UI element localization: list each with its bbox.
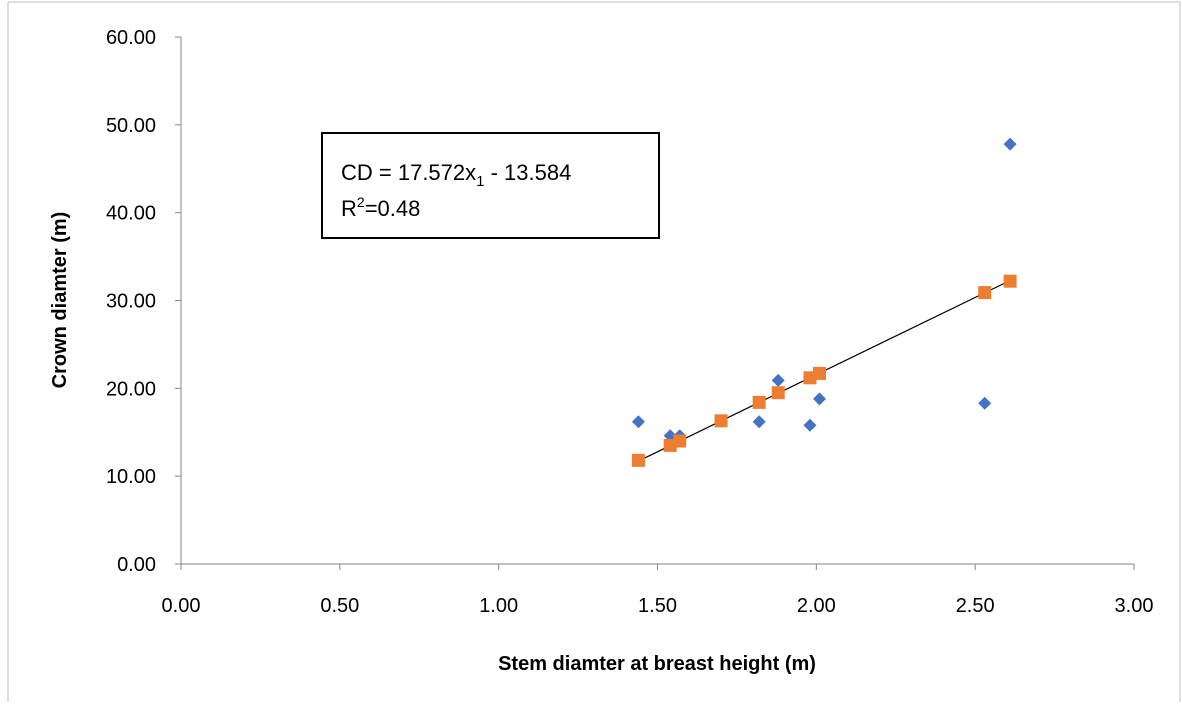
equation-subscript: 1	[476, 173, 484, 190]
square-point	[813, 366, 827, 380]
r2-superscript: 2	[357, 194, 365, 210]
square-point	[978, 286, 992, 300]
diamond-point	[752, 415, 766, 429]
y-tick-label: 50.00	[106, 115, 156, 137]
regression-equation: CD = 17.572x1 - 13.584	[341, 160, 571, 190]
equation-box: CD = 17.572x1 - 13.584 R2=0.48	[321, 132, 660, 239]
x-tick-label: 1.00	[479, 595, 518, 617]
equation-prefix: CD = 17.572x	[341, 160, 476, 185]
data-points	[631, 137, 1017, 467]
x-axis-title: Stem diamter at breast height (m)	[498, 653, 816, 675]
y-tick-label: 0.00	[117, 554, 156, 576]
r2-base: R	[341, 196, 357, 221]
x-tick-label: 0.00	[162, 595, 201, 617]
equation-box-border	[321, 132, 660, 239]
y-tick-label: 10.00	[106, 466, 156, 488]
y-tick-label: 20.00	[106, 378, 156, 400]
diamond-point	[813, 392, 827, 406]
r-squared: R2=0.48	[341, 194, 420, 221]
y-tick-label: 60.00	[106, 27, 156, 49]
square-point	[1003, 274, 1017, 288]
x-tick-label: 3.00	[1115, 595, 1154, 617]
x-tick-label: 2.00	[797, 595, 836, 617]
y-tick-label: 40.00	[106, 203, 156, 225]
y-tick-label: 30.00	[106, 291, 156, 313]
x-tick-label: 2.50	[956, 595, 995, 617]
square-point	[752, 395, 766, 409]
diamond-point	[803, 418, 817, 432]
diamond-point	[978, 396, 992, 410]
x-tick-label: 0.50	[320, 595, 359, 617]
square-point	[714, 414, 728, 428]
equation-suffix: - 13.584	[484, 160, 571, 185]
square-point	[631, 453, 645, 467]
square-point	[771, 386, 785, 400]
r2-value: =0.48	[365, 196, 421, 221]
diamond-point	[631, 415, 645, 429]
diamond-point	[771, 373, 785, 387]
axes: 0.00 0.50 1.00 1.50 2.00 2.50 3.00 0.00 10.00 20.…	[106, 27, 1154, 617]
square-point	[673, 434, 687, 448]
x-tick-label: 1.50	[638, 595, 677, 617]
y-axis-title: Crown diamter (m)	[49, 212, 71, 389]
diamond-point	[1003, 137, 1017, 151]
